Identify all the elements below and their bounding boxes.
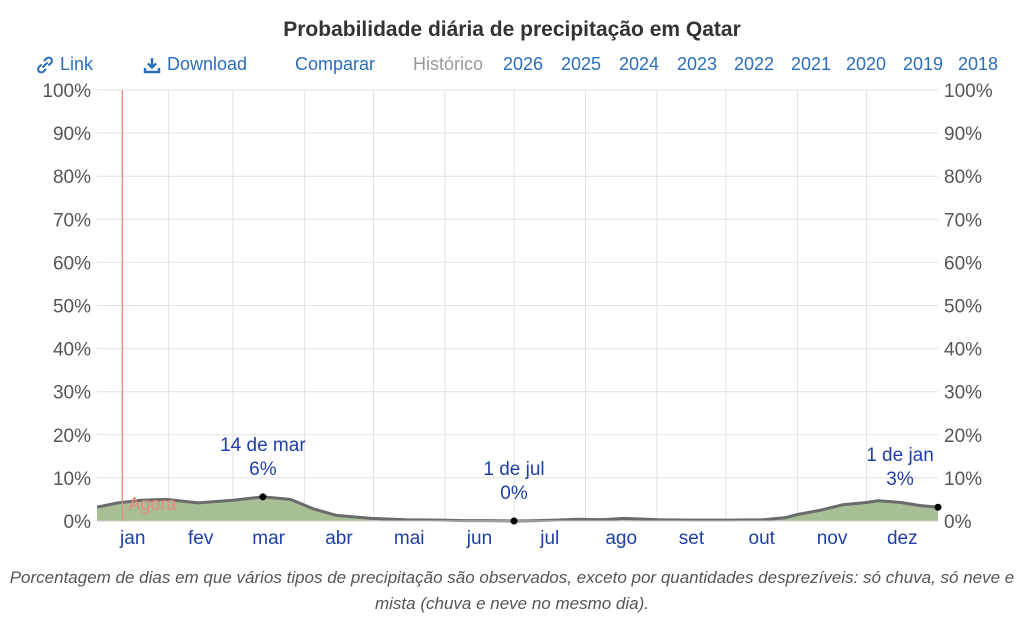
download-label: Download: [167, 54, 248, 74]
month-label-set: set: [679, 528, 705, 549]
year-link-2021[interactable]: 2021: [791, 54, 832, 74]
y-tick-label-right: 0%: [944, 512, 972, 533]
month-label-mai: mai: [394, 528, 425, 549]
year-link-2019[interactable]: 2019: [903, 54, 944, 74]
month-label-ago: ago: [605, 528, 637, 549]
year-link-2022[interactable]: 2022: [734, 54, 775, 74]
y-tick-label-left: 90%: [53, 124, 91, 145]
y-tick-label-right: 80%: [944, 167, 982, 188]
y-tick-label-left: 10%: [53, 469, 91, 490]
precipitation-line: [96, 495, 939, 523]
annotation-date-label: 1 de jan: [866, 445, 934, 466]
y-tick-label-right: 60%: [944, 253, 982, 274]
year-link-2023[interactable]: 2023: [677, 54, 718, 74]
chart-caption: Porcentagem de dias em que vários tipos …: [9, 568, 1015, 613]
y-tick-label-right: 90%: [944, 124, 982, 145]
toolbar: Link Download Comparar Histórico 2026 20…: [0, 54, 1024, 80]
download-icon: [143, 58, 161, 74]
annotation-value-label: 0%: [500, 483, 528, 504]
month-label-nov: nov: [817, 528, 848, 549]
annotation-value-label: 6%: [249, 459, 277, 480]
year-link-2025[interactable]: 2025: [561, 54, 602, 74]
month-label-jun: jun: [466, 528, 492, 549]
annotation-date-label: 1 de jul: [483, 459, 544, 480]
y-tick-label-right: 70%: [944, 210, 982, 231]
y-tick-label-right: 100%: [944, 81, 993, 102]
link-icon: [37, 56, 53, 74]
link-label: Link: [60, 54, 94, 74]
month-label-jan: jan: [119, 528, 145, 549]
chart-title: Probabilidade diária de precipitação em …: [283, 18, 741, 41]
y-tick-label-right: 30%: [944, 383, 982, 404]
month-label-abr: abr: [325, 528, 353, 549]
y-tick-label-left: 80%: [53, 167, 91, 188]
precipitation-area: [97, 496, 938, 521]
y-tick-label-left: 60%: [53, 253, 91, 274]
y-tick-label-left: 70%: [53, 210, 91, 231]
y-tick-label-right: 40%: [944, 340, 982, 361]
month-label-fev: fev: [188, 528, 214, 549]
annotation-point: [259, 493, 267, 501]
y-tick-label-left: 100%: [42, 81, 91, 102]
annotation-point: [934, 503, 942, 511]
history-label: Histórico: [413, 54, 484, 74]
annotation-date-label: 14 de mar: [220, 435, 306, 456]
year-link-2020[interactable]: 2020: [846, 54, 887, 74]
download-button[interactable]: Download: [143, 54, 247, 75]
annotation-value-label: 3%: [886, 469, 914, 490]
month-label-out: out: [749, 528, 776, 549]
y-tick-label-left: 30%: [53, 383, 91, 404]
annotation-point: [510, 517, 518, 525]
y-tick-label-left: 40%: [53, 340, 91, 361]
year-link-2024[interactable]: 2024: [619, 54, 660, 74]
compare-button[interactable]: Comparar: [295, 54, 376, 74]
month-label-mar: mar: [252, 528, 285, 549]
month-label-jul: jul: [539, 528, 559, 549]
now-label: Agora: [128, 494, 177, 514]
y-tick-label-right: 10%: [944, 469, 982, 490]
year-link-2026[interactable]: 2026: [503, 54, 544, 74]
link-button[interactable]: Link: [36, 54, 93, 75]
year-link-2018[interactable]: 2018: [958, 54, 999, 74]
y-tick-label-right: 20%: [944, 426, 982, 447]
y-tick-label-left: 0%: [64, 512, 92, 533]
y-tick-label-left: 50%: [53, 297, 91, 318]
y-tick-label-left: 20%: [53, 426, 91, 447]
y-tick-label-right: 50%: [944, 297, 982, 318]
month-label-dez: dez: [887, 528, 918, 549]
